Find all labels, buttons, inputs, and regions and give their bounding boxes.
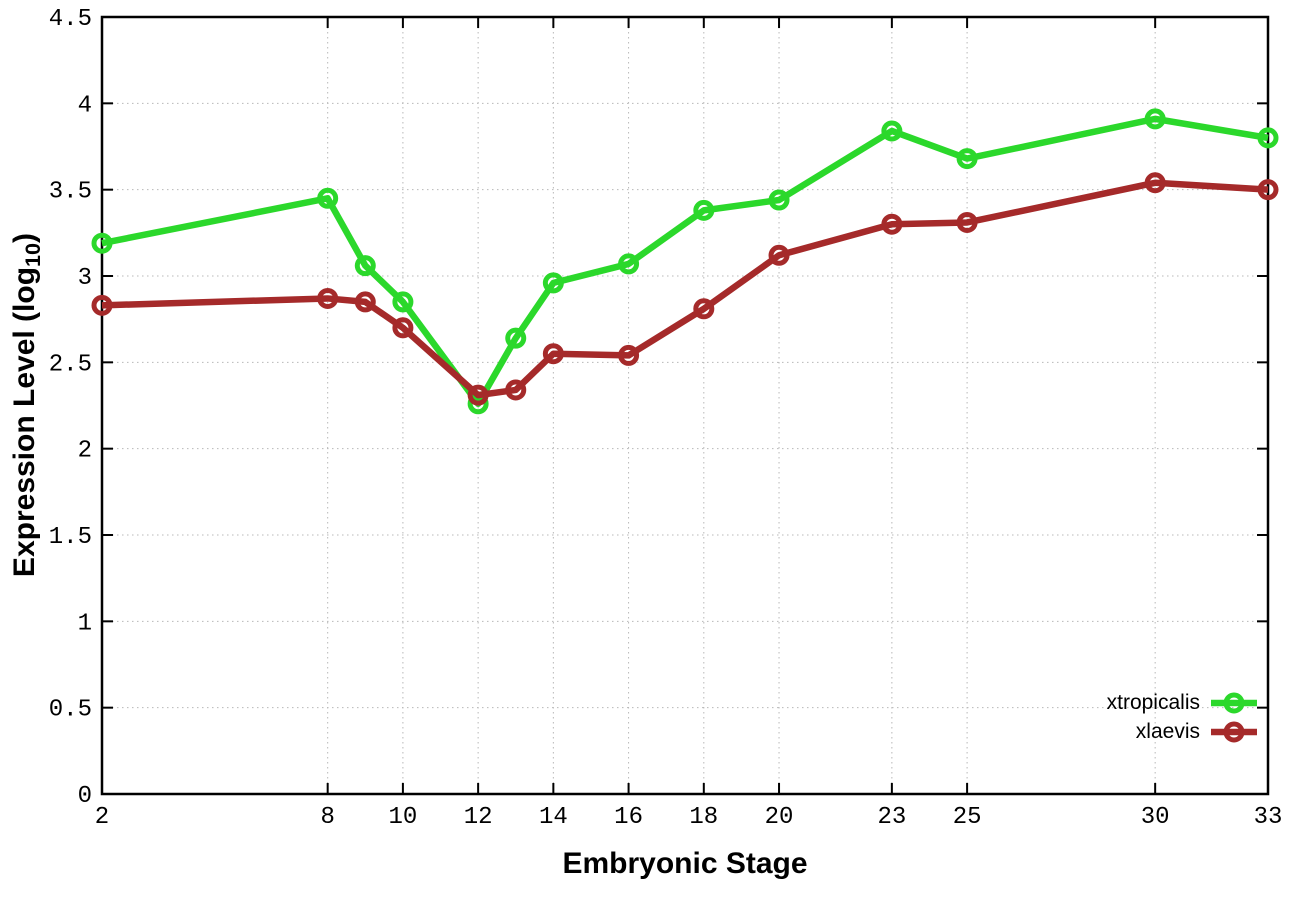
legend-label-xlaevis: xlaevis [1135, 719, 1200, 743]
data-point-xlaevis [542, 343, 564, 365]
data-point-xtropicalis [392, 291, 414, 313]
x-tick-label: 30 [1141, 804, 1170, 831]
legend: xtropicalis xlaevis [1107, 688, 1258, 746]
data-point-xlaevis [1144, 172, 1166, 194]
data-point-xlaevis [881, 213, 903, 235]
x-tick-label: 20 [765, 804, 794, 831]
data-point-xlaevis [91, 294, 113, 316]
legend-row-xlaevis: xlaevis [1107, 717, 1258, 746]
x-tick-label: 25 [953, 804, 982, 831]
data-point-xtropicalis [693, 199, 715, 221]
data-point-xlaevis [392, 317, 414, 339]
y-axis-title-subscript: 10 [20, 242, 46, 267]
data-point-xtropicalis [317, 187, 339, 209]
x-tick-label: 8 [320, 804, 334, 831]
legend-sample-point [1223, 721, 1245, 742]
data-point-xlaevis [1257, 179, 1279, 201]
data-point-xtropicalis [354, 255, 376, 277]
y-tick-label: 3.5 [49, 179, 92, 206]
x-tick-label: 16 [614, 804, 643, 831]
data-point-xlaevis [768, 244, 790, 266]
legend-sample-point [1223, 692, 1245, 713]
x-tick-label: 23 [877, 804, 906, 831]
legend-marker-xlaevis [1211, 721, 1257, 742]
y-tick-label: 4 [78, 92, 92, 119]
x-tick-label: 12 [464, 804, 493, 831]
tick-marks [101, 16, 1269, 795]
x-tick-labels: 2 8 10 12 14 16 18 20 23 25 30 33 [95, 804, 1283, 831]
data-point-xtropicalis [956, 148, 978, 170]
x-tick-label: 2 [95, 804, 109, 831]
data-point-xlaevis [956, 211, 978, 233]
data-point-xlaevis [467, 384, 489, 406]
data-point-xtropicalis [91, 232, 113, 254]
series-line-xtropicalis [101, 115, 1269, 408]
data-point-xlaevis [505, 379, 527, 401]
y-axis-title-suffix: ) [7, 232, 41, 243]
y-tick-label: 2.5 [49, 351, 92, 378]
x-tick-label: 10 [388, 804, 417, 831]
y-tick-label: 0 [78, 783, 92, 810]
x-axis-title: Embryonic Stage [562, 847, 808, 880]
series-points-xtropicalis [91, 108, 1279, 415]
plot-border [100, 15, 1270, 796]
data-point-xtropicalis [768, 189, 790, 211]
y-axis-title: Expression Level (log10) [8, 233, 46, 577]
data-point-xlaevis [354, 291, 376, 313]
data-point-xtropicalis [505, 327, 527, 349]
data-point-xlaevis [317, 287, 339, 309]
data-point-xtropicalis [618, 253, 640, 275]
data-point-xtropicalis [1144, 108, 1166, 130]
y-tick-label: 2 [78, 438, 92, 465]
data-point-xlaevis [618, 344, 640, 366]
y-tick-label: 3 [78, 265, 92, 292]
series-line-xlaevis [101, 179, 1269, 399]
y-tick-label: 4.5 [49, 6, 92, 33]
data-point-xlaevis [693, 298, 715, 320]
x-tick-label: 14 [539, 804, 568, 831]
y-tick-labels: 0 0.5 1 1.5 2 2.5 3 3.5 4 4.5 [49, 6, 92, 810]
data-point-xtropicalis [881, 120, 903, 142]
x-tick-label: 33 [1254, 804, 1283, 831]
data-point-xtropicalis [1257, 127, 1279, 149]
y-tick-label: 1.5 [49, 524, 92, 551]
y-tick-label: 1 [78, 610, 92, 637]
legend-label-xtropicalis: xtropicalis [1106, 690, 1200, 714]
x-tick-label: 18 [689, 804, 718, 831]
data-point-xtropicalis [542, 272, 564, 294]
legend-row-xtropicalis: xtropicalis [1107, 688, 1258, 717]
legend-marker-xtropicalis [1211, 692, 1257, 713]
y-axis-title-text: Expression Level (log [7, 266, 41, 578]
series-points-xlaevis [91, 172, 1279, 406]
y-tick-label: 0.5 [49, 697, 92, 724]
